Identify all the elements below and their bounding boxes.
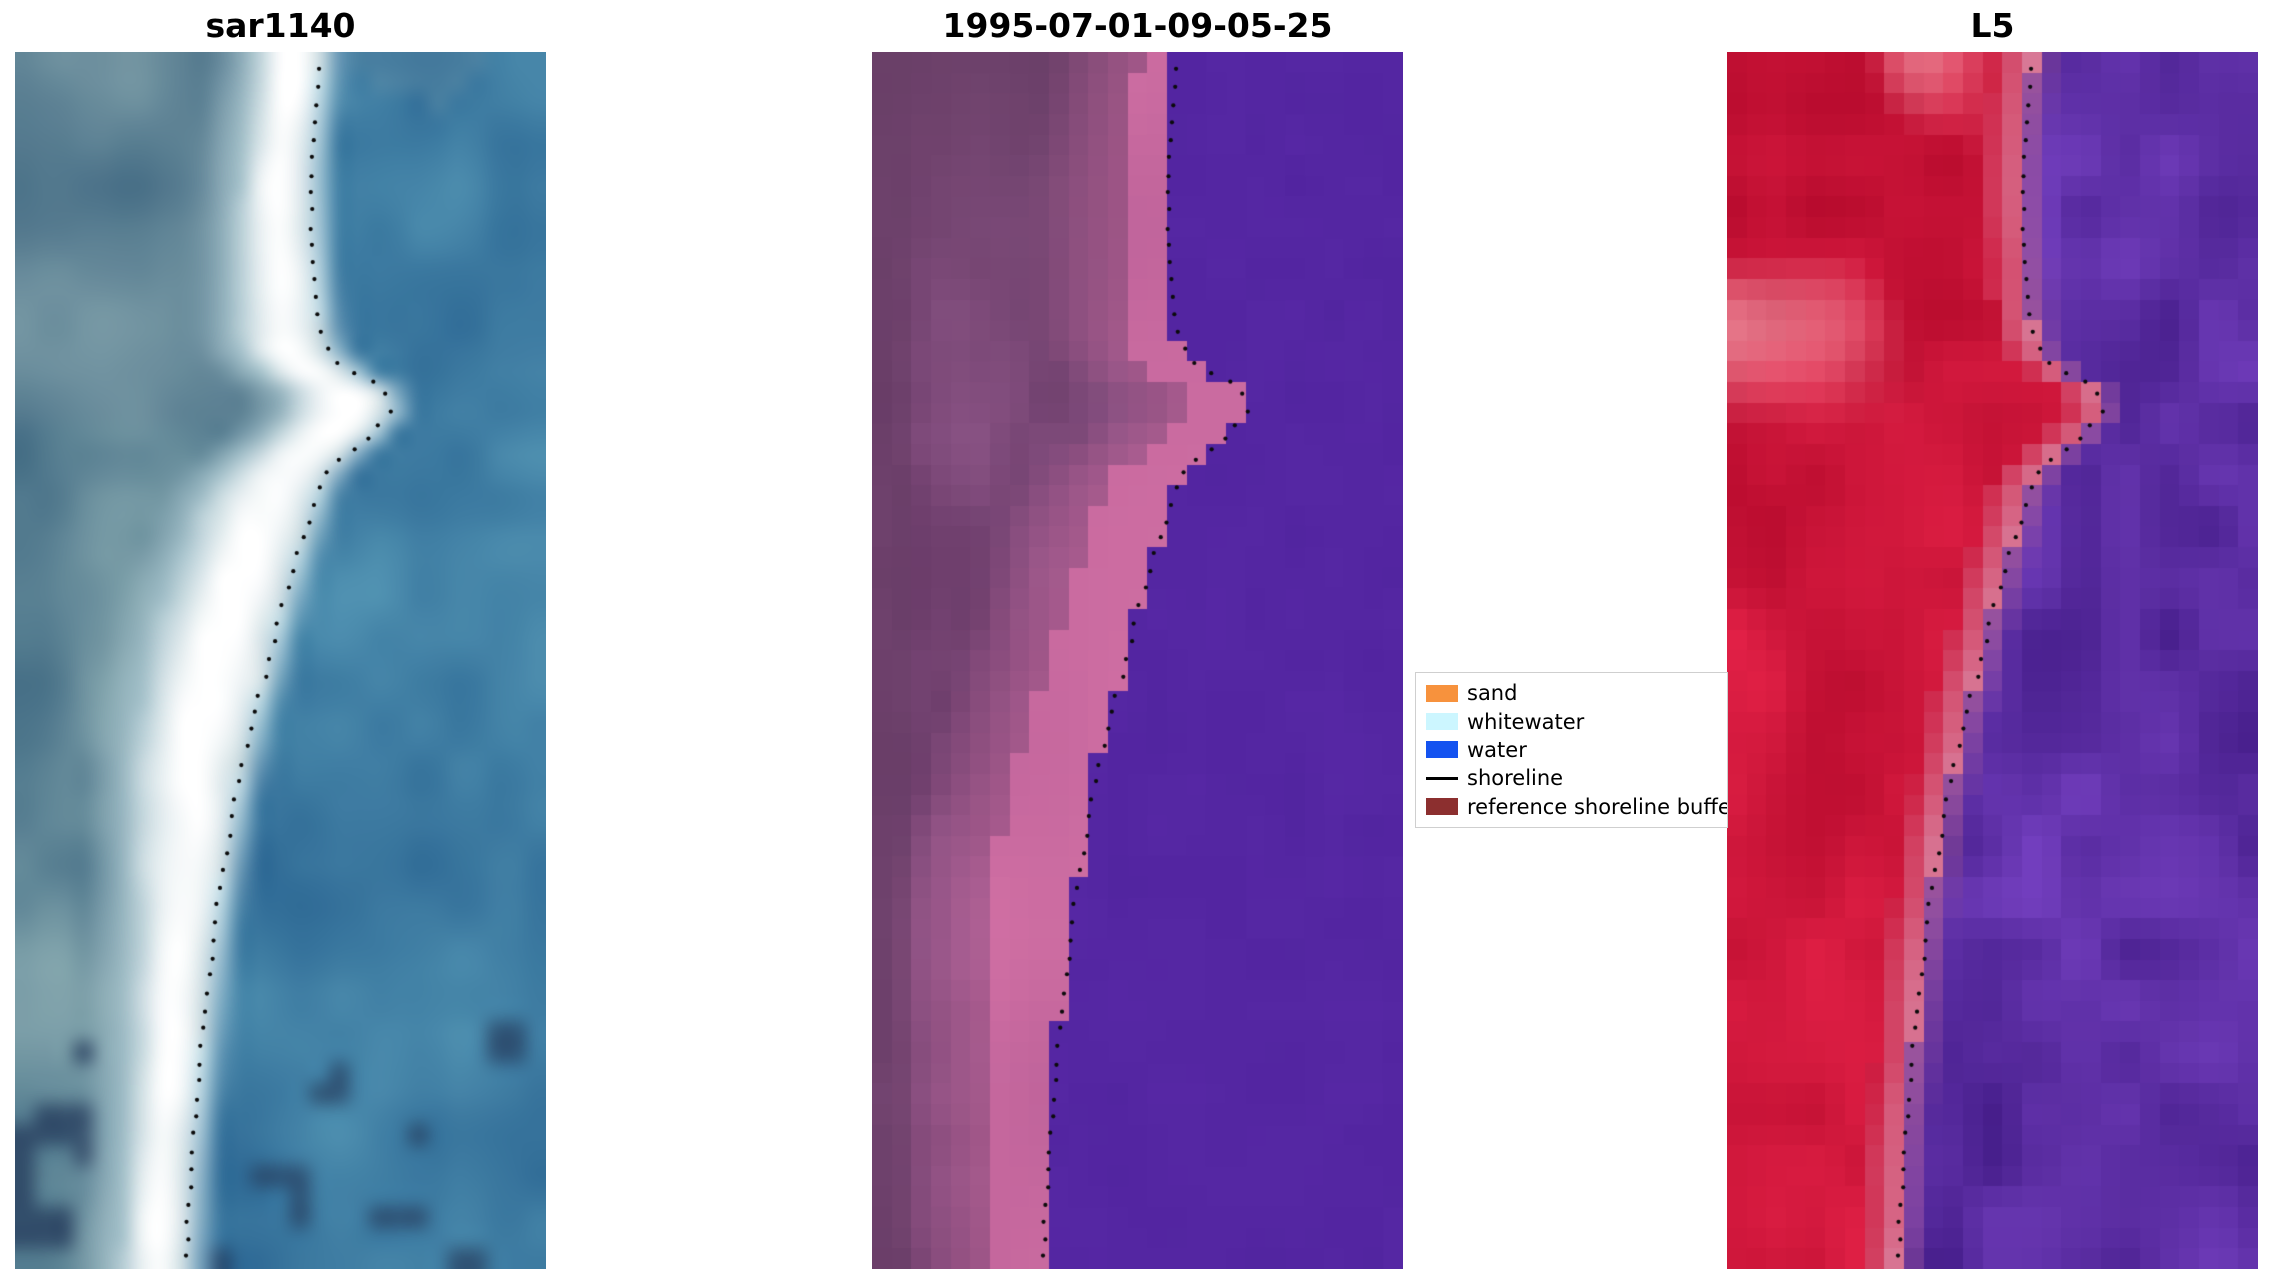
- panel-title-sar1140: sar1140: [205, 6, 356, 45]
- legend-label-water: water: [1467, 737, 1527, 762]
- legend-label-sand: sand: [1467, 681, 1518, 706]
- legend-label-reference: reference shoreline buffer: [1467, 794, 1728, 819]
- whitewater-swatch: [1426, 713, 1458, 731]
- l5-image: [1727, 52, 2258, 1269]
- legend-label-shoreline: shoreline: [1467, 766, 1564, 791]
- water-swatch: [1426, 741, 1458, 759]
- classified-image: [872, 52, 1403, 1269]
- sand-swatch: [1426, 684, 1458, 702]
- legend-entry-water: water: [1426, 736, 1727, 764]
- reference-swatch: [1426, 798, 1458, 816]
- legend-entry-whitewater: whitewater: [1426, 708, 1727, 736]
- legend-entry-sand: sand: [1426, 679, 1727, 707]
- sar-image: [15, 52, 546, 1269]
- legend-entry-reference: reference shoreline buffer: [1426, 793, 1727, 821]
- panel-title-l5: L5: [1970, 6, 2015, 45]
- legend-label-whitewater: whitewater: [1467, 709, 1585, 734]
- shoreline-line-swatch: [1426, 776, 1458, 780]
- legend-entry-shoreline: shoreline: [1426, 764, 1727, 792]
- legend-box: sand whitewater water shoreline reference sh…: [1415, 672, 1728, 828]
- panel-title-date: 1995-07-01-09-05-25: [942, 6, 1333, 45]
